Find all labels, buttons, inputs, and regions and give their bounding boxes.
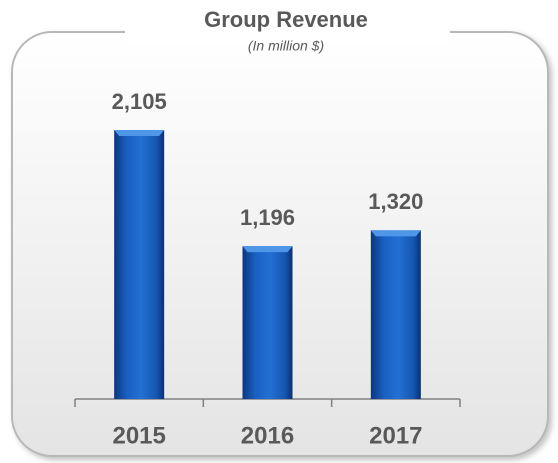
chart-title: Group Revenue xyxy=(204,7,368,32)
bar xyxy=(242,246,293,399)
bar xyxy=(114,130,165,399)
x-tick-label: 2017 xyxy=(369,422,422,449)
title-gap xyxy=(125,22,450,44)
chart-subtitle: (In million $) xyxy=(248,38,324,54)
value-label: 2,105 xyxy=(112,89,167,114)
bar-bevel xyxy=(242,246,293,253)
value-label: 1,196 xyxy=(240,205,295,230)
value-label: 1,320 xyxy=(368,189,423,214)
bar xyxy=(370,230,421,399)
bar-bevel xyxy=(114,130,165,136)
x-tick-label: 2015 xyxy=(112,422,165,449)
x-tick-label: 2016 xyxy=(241,422,294,449)
bar-bevel xyxy=(370,230,421,237)
